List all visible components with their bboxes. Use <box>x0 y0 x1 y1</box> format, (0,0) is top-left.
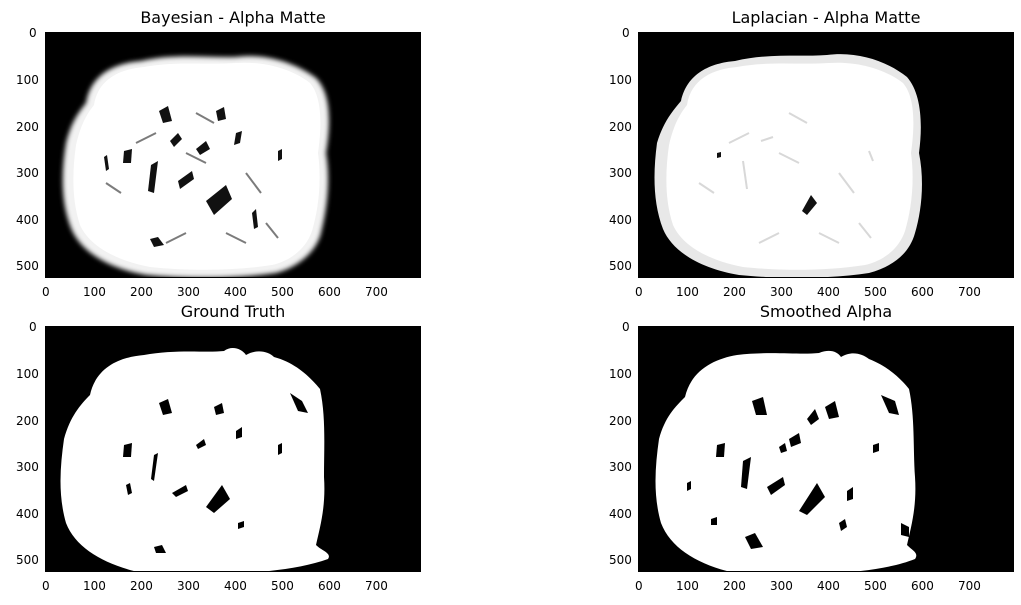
x-tick-label: 100 <box>83 285 106 299</box>
y-tick-label: 200 <box>16 120 39 134</box>
x-tick-label: 700 <box>958 579 981 593</box>
y-tick-label: 200 <box>609 414 632 428</box>
y-tick-label: 100 <box>609 73 632 87</box>
x-tick-label: 700 <box>365 579 388 593</box>
y-tick-label: 400 <box>16 213 39 227</box>
y-tick-label: 100 <box>609 367 632 381</box>
x-tick-label: 0 <box>42 285 50 299</box>
y-tick-label: 500 <box>16 553 39 567</box>
x-tick-label: 600 <box>911 285 934 299</box>
y-tick-label: 300 <box>16 166 39 180</box>
x-tick-label: 500 <box>271 285 294 299</box>
x-tick-label: 100 <box>83 579 106 593</box>
x-tick-label: 300 <box>177 285 200 299</box>
y-tick-label: 400 <box>16 507 39 521</box>
x-tick-label: 600 <box>318 579 341 593</box>
x-tick-label: 400 <box>224 285 247 299</box>
y-tick-label: 0 <box>622 26 630 40</box>
y-tick-label: 0 <box>29 320 37 334</box>
x-tick-label: 200 <box>130 285 153 299</box>
alpha-matte-image <box>62 56 329 277</box>
x-tick-label: 500 <box>271 579 294 593</box>
x-tick-label: 100 <box>676 285 699 299</box>
y-tick-label: 400 <box>609 507 632 521</box>
x-tick-label: 100 <box>676 579 699 593</box>
panel-title: Ground Truth <box>180 302 286 321</box>
y-tick-label: 300 <box>609 166 632 180</box>
y-tick-label: 0 <box>622 320 630 334</box>
x-tick-label: 0 <box>42 579 50 593</box>
x-tick-label: 300 <box>770 579 793 593</box>
x-tick-label: 600 <box>911 579 934 593</box>
x-tick-label: 200 <box>723 285 746 299</box>
y-tick-label: 300 <box>16 460 39 474</box>
y-tick-label: 300 <box>609 460 632 474</box>
alpha-matte-image <box>654 54 922 277</box>
alpha-matte-image <box>655 350 917 571</box>
x-tick-label: 300 <box>177 579 200 593</box>
image-axes <box>638 326 1014 572</box>
x-tick-label: 300 <box>770 285 793 299</box>
y-tick-label: 400 <box>609 213 632 227</box>
panel-title: Laplacian - Alpha Matte <box>731 8 921 27</box>
image-axes <box>45 326 421 572</box>
x-tick-label: 0 <box>635 285 643 299</box>
x-tick-label: 0 <box>635 579 643 593</box>
x-tick-label: 500 <box>864 285 887 299</box>
x-tick-label: 500 <box>864 579 887 593</box>
x-tick-label: 400 <box>817 285 840 299</box>
x-tick-label: 700 <box>958 285 981 299</box>
x-tick-label: 700 <box>365 285 388 299</box>
y-tick-label: 0 <box>29 26 37 40</box>
y-tick-label: 100 <box>16 73 39 87</box>
x-tick-label: 400 <box>817 579 840 593</box>
x-tick-label: 600 <box>318 285 341 299</box>
panel-title: Bayesian - Alpha Matte <box>140 8 326 27</box>
y-tick-label: 500 <box>16 259 39 273</box>
x-tick-label: 200 <box>723 579 746 593</box>
panel-title: Smoothed Alpha <box>759 302 893 321</box>
image-axes <box>638 32 1014 278</box>
y-tick-label: 100 <box>16 367 39 381</box>
x-tick-label: 400 <box>224 579 247 593</box>
alpha-matte-image <box>60 348 329 571</box>
y-tick-label: 200 <box>609 120 632 134</box>
y-tick-label: 500 <box>609 553 632 567</box>
image-axes <box>45 32 421 278</box>
y-tick-label: 500 <box>609 259 632 273</box>
x-tick-label: 200 <box>130 579 153 593</box>
y-tick-label: 200 <box>16 414 39 428</box>
